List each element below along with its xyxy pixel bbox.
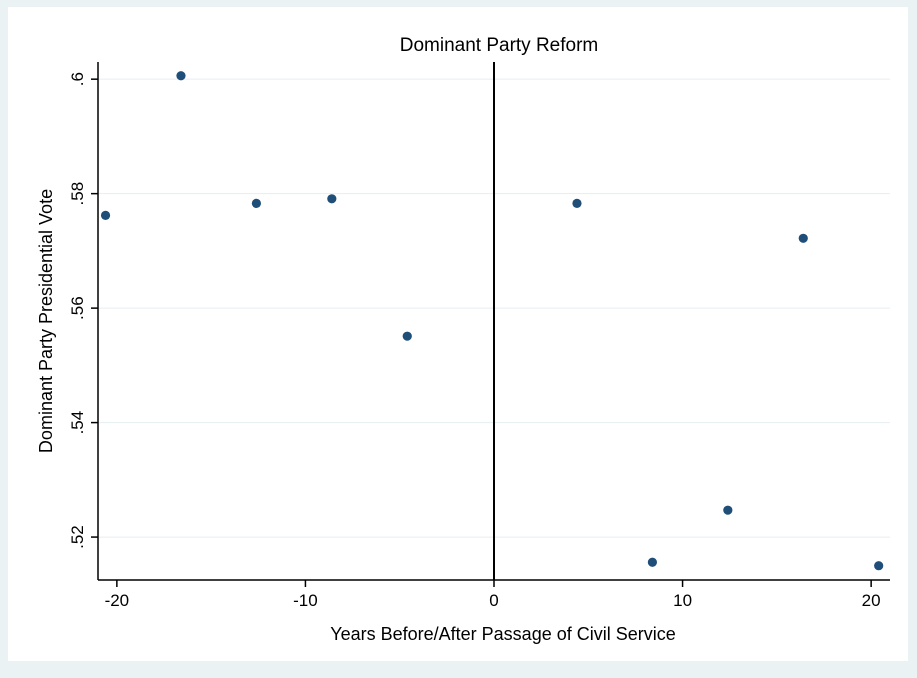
- y-axis-label: Dominant Party Presidential Vote: [36, 189, 56, 453]
- data-point-8: [798, 233, 808, 243]
- y-tick-label: .58: [68, 182, 87, 206]
- y-tick-label: .6: [68, 72, 87, 86]
- y-tick-label: .56: [68, 296, 87, 320]
- x-tick-label: 20: [862, 591, 881, 610]
- data-point-1: [176, 71, 186, 81]
- x-tick-label: -20: [105, 591, 130, 610]
- data-point-5: [572, 198, 582, 208]
- data-point-3: [327, 194, 337, 204]
- data-point-4: [402, 331, 412, 341]
- x-tick-label: -10: [293, 591, 318, 610]
- x-axis-label: Years Before/After Passage of Civil Serv…: [330, 624, 676, 644]
- x-tick-label: 10: [673, 591, 692, 610]
- data-point-9: [874, 561, 884, 571]
- chart-title: Dominant Party Reform: [400, 35, 599, 56]
- y-axis-ticks: .52 .54 .56 .58 .6: [68, 72, 98, 549]
- data-point-0: [100, 210, 111, 220]
- x-axis-ticks: -20 -10 0 10 20: [105, 580, 881, 610]
- y-tick-label: .54: [68, 411, 87, 435]
- data-point-6: [647, 557, 658, 567]
- x-tick-label: 0: [489, 591, 498, 610]
- y-tick-label: .52: [68, 525, 87, 549]
- data-point-2: [251, 198, 261, 208]
- data-point-7: [723, 505, 733, 515]
- data-points: [100, 71, 884, 571]
